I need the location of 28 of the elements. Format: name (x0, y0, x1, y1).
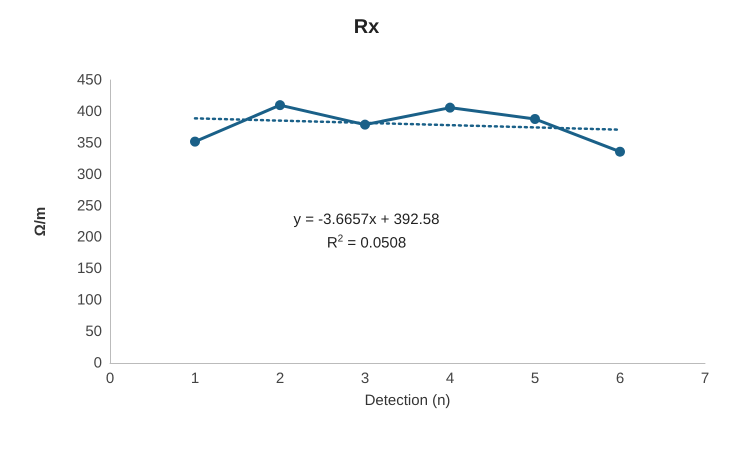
y-tick-label: 100 (76, 292, 102, 309)
y-axis-title: Ω/m (32, 206, 49, 236)
annotation: y = -3.6657x + 392.58 (294, 211, 440, 228)
y-tick-label: 200 (76, 228, 102, 246)
x-tick-label: 1 (190, 370, 200, 387)
x-axis-title: Detection (n) (364, 392, 450, 409)
point (615, 146, 625, 157)
x-tick-label: 5 (530, 370, 540, 387)
point (445, 102, 455, 113)
chart-title: Rx (354, 16, 380, 38)
y-tick-label: 350 (76, 134, 102, 152)
y-tick-label: 50 (85, 323, 102, 340)
y-tick-label: 250 (76, 197, 102, 214)
x-tick-label: 3 (360, 370, 370, 387)
point (360, 120, 370, 130)
x-tick-label: 0 (106, 370, 114, 387)
y-tick-label: 150 (76, 260, 102, 278)
y-tick-label: 450 (76, 72, 102, 88)
point (190, 136, 200, 147)
point (275, 100, 285, 110)
point (530, 114, 540, 124)
y-tick-label: 400 (76, 102, 102, 120)
x-tick-label: 2 (276, 370, 284, 387)
y-tick-label: 300 (76, 166, 102, 183)
y-tick-label: 0 (94, 354, 102, 372)
x-tick-label: 6 (616, 370, 624, 387)
x-tick-label: 7 (700, 370, 710, 387)
x-tick-label: 4 (446, 370, 454, 387)
